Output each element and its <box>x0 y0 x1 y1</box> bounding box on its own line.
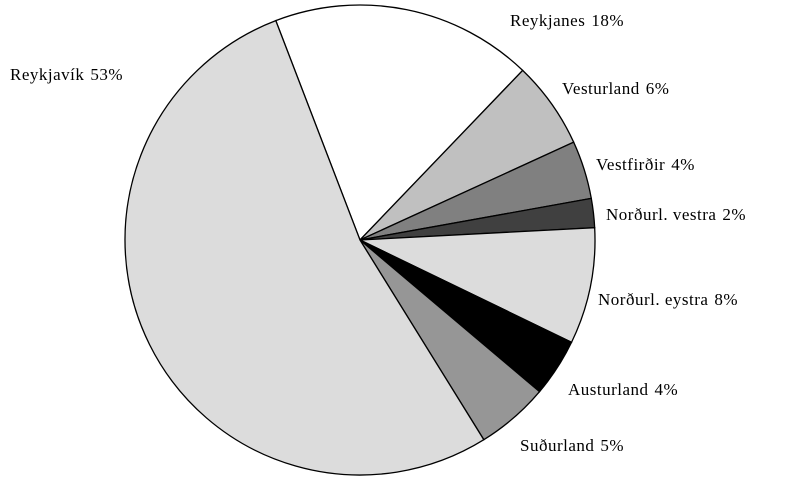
slice-value: 18% <box>591 11 624 30</box>
slice-value: 4% <box>655 380 679 399</box>
pie-slice <box>359 227 596 344</box>
slice-name: Norðurl. eystra <box>598 290 708 309</box>
slice-name: Austurland <box>568 380 649 399</box>
slice-label: Norðurl. eystra 8% <box>598 290 738 309</box>
slice-value: 4% <box>671 155 695 174</box>
slice-label: Reykjanes 18% <box>510 11 624 30</box>
slice-label: Reykjavík 53% <box>10 65 123 84</box>
slice-value: 2% <box>722 205 746 224</box>
slice-name: Suðurland <box>520 436 594 455</box>
slice-value: 8% <box>714 290 738 309</box>
slice-label: Norðurl. vestra 2% <box>606 205 746 224</box>
slice-name: Vesturland <box>562 79 640 98</box>
pie-slice <box>124 19 485 476</box>
slice-name: Norðurl. vestra <box>606 205 716 224</box>
slice-name: Reykjavík <box>10 65 84 84</box>
slice-label: Vestfirðir 4% <box>596 155 695 174</box>
slice-value: 6% <box>646 79 670 98</box>
slice-name: Reykjanes <box>510 11 585 30</box>
slice-value: 5% <box>600 436 624 455</box>
slice-name: Vestfirðir <box>596 155 665 174</box>
slice-label: Vesturland 6% <box>562 79 669 98</box>
slice-value: 53% <box>90 65 123 84</box>
slice-label: Austurland 4% <box>568 380 678 399</box>
slice-label: Suðurland 5% <box>520 436 624 455</box>
